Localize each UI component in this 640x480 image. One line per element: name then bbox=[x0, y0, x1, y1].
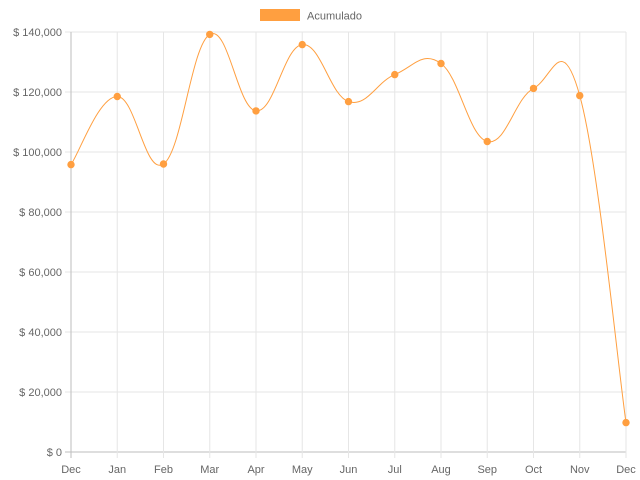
data-point[interactable] bbox=[622, 418, 630, 427]
y-axis: $ 0 $ 20,000 $ 40,000 $ 60,000 $ 80,000 $ 100… bbox=[13, 27, 62, 459]
x-tick-label: Dec bbox=[616, 464, 636, 476]
x-tick-label: Jul bbox=[388, 464, 402, 476]
legend-swatch bbox=[260, 9, 300, 21]
data-point[interactable] bbox=[206, 30, 214, 39]
data-point[interactable] bbox=[159, 160, 168, 168]
x-tick-label: Oct bbox=[525, 464, 542, 476]
data-point[interactable] bbox=[344, 97, 353, 106]
data-point[interactable] bbox=[437, 59, 445, 68]
data-point[interactable] bbox=[113, 92, 121, 101]
data-point[interactable] bbox=[483, 137, 491, 146]
y-tick-label: $ 80,000 bbox=[19, 207, 62, 219]
x-tick-label: May bbox=[292, 464, 313, 476]
y-tick-label: $ 60,000 bbox=[19, 267, 62, 279]
data-point[interactable] bbox=[529, 84, 538, 93]
y-tick-label: $ 0 bbox=[47, 447, 62, 459]
legend-label: Acumulado bbox=[307, 11, 362, 23]
data-point[interactable] bbox=[67, 160, 75, 169]
x-tick-label: Nov bbox=[570, 464, 590, 476]
x-tick-label: Jan bbox=[108, 464, 126, 476]
x-tick-label: Apr bbox=[247, 464, 264, 476]
y-tick-label: $ 100,000 bbox=[13, 147, 62, 159]
series bbox=[67, 30, 630, 427]
data-point[interactable] bbox=[298, 40, 306, 49]
x-tick-label: Feb bbox=[154, 464, 173, 476]
x-tick-label: Dec bbox=[61, 464, 81, 476]
y-tick-label: $ 140,000 bbox=[13, 27, 62, 39]
y-tick-label: $ 20,000 bbox=[19, 387, 62, 399]
x-axis: Dec Jan Feb Mar Apr May Jun Jul Aug Sep Oct Nov Dec bbox=[61, 464, 636, 476]
data-point[interactable] bbox=[576, 91, 584, 100]
x-tick-label: Jun bbox=[340, 464, 358, 476]
x-tick-label: Mar bbox=[200, 464, 219, 476]
grid bbox=[65, 31, 627, 458]
x-tick-label: Aug bbox=[431, 464, 451, 476]
x-tick-label: Sep bbox=[477, 464, 497, 476]
legend[interactable]: Acumulado bbox=[260, 9, 362, 23]
data-point[interactable] bbox=[252, 107, 260, 115]
y-tick-label: $ 120,000 bbox=[13, 87, 62, 99]
data-point[interactable] bbox=[391, 70, 399, 79]
y-tick-label: $ 40,000 bbox=[19, 327, 62, 339]
